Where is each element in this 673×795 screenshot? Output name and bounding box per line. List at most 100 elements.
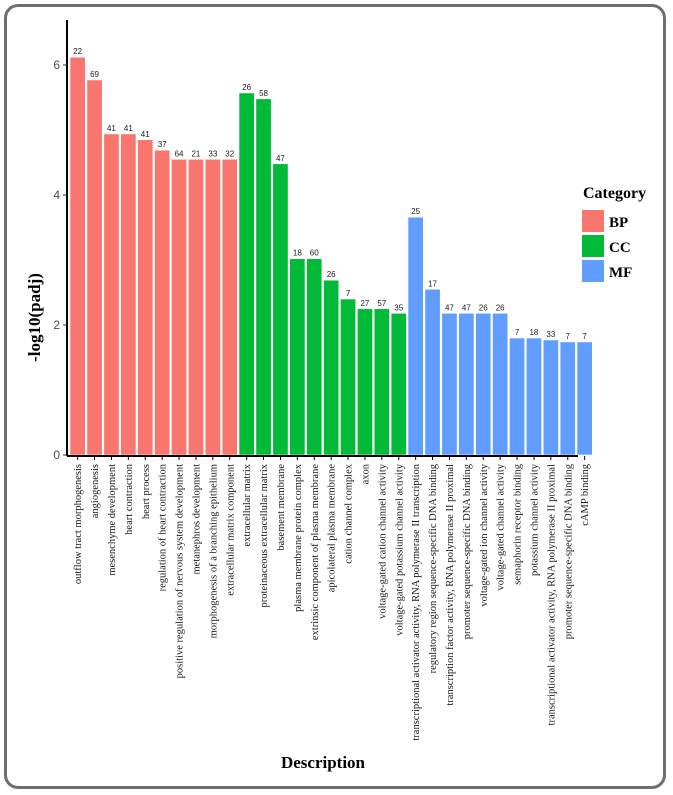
- bar: [137, 139, 154, 456]
- category-label: extracellular matrix component: [225, 464, 236, 596]
- category-label: transcriptional activator activity, RNA …: [546, 464, 557, 726]
- bar-count-label: 26: [242, 83, 251, 92]
- bar: [323, 279, 340, 456]
- bar-count-label: 69: [90, 70, 99, 79]
- bar-count-label: 35: [394, 303, 403, 312]
- category-labels: outflow tract morphogenesis angiogenesis m…: [73, 463, 591, 740]
- bar: [458, 312, 475, 456]
- bar: [69, 56, 86, 456]
- category-label: heart contraction: [124, 463, 135, 535]
- bar-count-label: 41: [141, 130, 150, 139]
- bar-count-label: 7: [515, 328, 520, 337]
- bar: [238, 92, 255, 456]
- bar-count-label: 33: [208, 149, 217, 158]
- legend-label-cc: CC: [609, 240, 631, 256]
- category-label: cation channel complex: [344, 463, 355, 563]
- bar-count-label: 18: [293, 249, 302, 258]
- category-label: semaphorin receptor binding: [513, 463, 524, 584]
- category-label: promoter sequence-specific DNA binding: [563, 463, 574, 639]
- bar: [525, 337, 542, 456]
- category-label: regulatory region sequence-specific DNA …: [428, 463, 439, 673]
- legend-label-bp: BP: [609, 215, 628, 231]
- category-label: proteinaceous extracellular matrix: [259, 463, 270, 607]
- bar-count-label: 60: [310, 249, 319, 258]
- bar-count-label: 41: [107, 124, 116, 133]
- category-label: extracellular matrix: [242, 463, 253, 546]
- bar-count-label: 33: [546, 330, 555, 339]
- bar: [154, 149, 171, 456]
- bar-count-label: 47: [445, 303, 454, 312]
- bar: [272, 163, 289, 456]
- y-axis: 0 2 4 6: [53, 20, 68, 462]
- x-axis-title: Description: [281, 753, 366, 772]
- bar: [340, 298, 356, 456]
- category-label: promoter sequence-specific DNA binding: [462, 463, 473, 639]
- y-tick-label: 6: [53, 58, 60, 72]
- category-label: plasma membrane protein complex: [293, 463, 304, 612]
- bar-count-label: 25: [411, 207, 420, 216]
- category-label: morphogenesis of a branching epithelium: [208, 464, 219, 638]
- bar: [289, 258, 306, 456]
- bar-count-label: 64: [175, 149, 184, 158]
- bar: [475, 312, 492, 456]
- legend-items: BP CC MF: [582, 210, 632, 282]
- bar: [424, 288, 441, 456]
- category-label: potassium channel activity: [529, 463, 540, 576]
- bar: [356, 308, 373, 456]
- bar-count-label: 17: [428, 279, 437, 288]
- bar-count-label: 47: [462, 303, 471, 312]
- bar-count-label: 21: [191, 149, 200, 158]
- category-label: voltage-gated cation channel activity: [377, 463, 388, 619]
- bar: [407, 216, 424, 456]
- x-axis: [67, 455, 586, 460]
- bar: [204, 158, 221, 456]
- bar: [306, 258, 323, 456]
- bar: [221, 158, 238, 456]
- category-label: regulation of heart contraction: [158, 463, 169, 591]
- bar-count-label: 7: [566, 332, 571, 341]
- category-label: transcription factor activity, RNA polym…: [445, 464, 456, 706]
- bar: [255, 98, 272, 456]
- category-label: axon: [360, 463, 371, 484]
- bar-count-label: 47: [276, 154, 285, 163]
- category-label: apicolateral plasma membrane: [327, 464, 338, 593]
- bar: [441, 312, 458, 456]
- category-label: voltage-gated channel activity: [496, 463, 507, 590]
- bar: [171, 158, 187, 456]
- bar: [576, 341, 593, 456]
- bar-count-label: 26: [327, 270, 336, 279]
- category-label: extrinsic component of plasma membrane: [310, 464, 321, 640]
- legend-label-mf: MF: [609, 265, 632, 281]
- category-label: angiogenesis: [90, 464, 101, 518]
- bar-count-label: 37: [158, 140, 167, 149]
- bar-count-label: 57: [377, 299, 386, 308]
- bar: [509, 337, 525, 456]
- bar: [390, 312, 407, 456]
- legend-swatch-cc: [582, 235, 604, 257]
- bar: [542, 339, 559, 456]
- y-tick-label: 0: [53, 448, 60, 462]
- bar-count-label: 58: [259, 89, 268, 98]
- bar-count-label: 41: [124, 124, 133, 133]
- bar: [120, 133, 137, 456]
- bar-count-label: 7: [346, 289, 351, 298]
- bar-count-label: 27: [360, 299, 369, 308]
- category-label: transcriptional activator activity, RNA …: [411, 463, 422, 740]
- category-label: metanephros development: [191, 464, 202, 575]
- legend-swatch-mf: [582, 260, 604, 282]
- category-label: outflow tract morphogenesis: [73, 464, 84, 584]
- bar-count-label: 7: [582, 332, 587, 341]
- category-label: heart process: [141, 464, 152, 519]
- bar-count-label: 18: [529, 328, 538, 337]
- bar-count-label: 26: [496, 303, 505, 312]
- bar: [559, 341, 576, 456]
- category-label: voltage-gated potassium channel activity: [394, 463, 405, 635]
- bar: [86, 79, 103, 456]
- bar-count-label: 32: [225, 149, 234, 158]
- y-axis-title: -log10(padj): [25, 273, 44, 362]
- legend-swatch-bp: [582, 210, 604, 232]
- y-tick-label: 4: [53, 188, 60, 202]
- bar-count-label: 26: [479, 303, 488, 312]
- category-label: mesenchyme development: [107, 464, 118, 576]
- legend: Category BP CC MF: [582, 185, 646, 282]
